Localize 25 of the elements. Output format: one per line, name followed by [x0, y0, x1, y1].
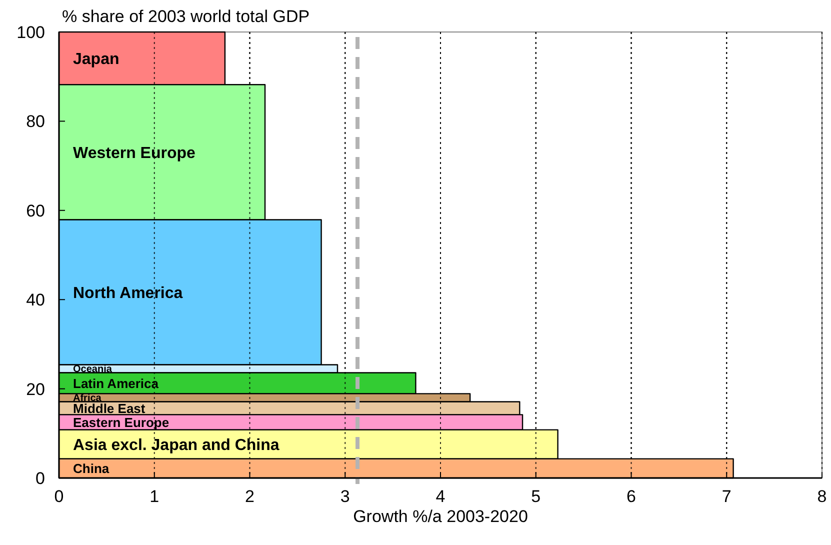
- y-tick-label: 100: [16, 22, 45, 42]
- y-tick-label: 40: [26, 290, 45, 310]
- x-tick-label: 4: [436, 487, 446, 506]
- x-axis-title: Growth %/a 2003-2020: [353, 507, 528, 526]
- x-tick-label: 3: [340, 487, 350, 506]
- x-tick-label: 2: [245, 487, 254, 506]
- series-label: Latin America: [73, 376, 160, 391]
- x-tick-label: 0: [54, 487, 64, 506]
- y-axis-title: % share of 2003 world total GDP: [62, 7, 310, 26]
- y-tick-label: 0: [36, 468, 45, 488]
- x-tick-label: 7: [722, 487, 732, 506]
- y-tick-label: 60: [26, 201, 45, 220]
- series-label: Middle East: [73, 400, 146, 416]
- y-tick-label: 20: [26, 380, 45, 399]
- x-tick-label: 5: [531, 487, 541, 506]
- x-tick-label: 1: [150, 487, 160, 506]
- series-label: Asia excl. Japan and China: [73, 436, 280, 454]
- series-label: China: [73, 460, 110, 476]
- x-tick-label: 6: [626, 487, 636, 506]
- series-label: Japan: [73, 50, 120, 68]
- series-label: Western Europe: [73, 144, 196, 162]
- series-label: North America: [73, 284, 183, 302]
- y-tick-label: 80: [26, 112, 45, 132]
- x-tick-label: 8: [817, 487, 827, 506]
- series-label: Eastern Europe: [73, 414, 170, 430]
